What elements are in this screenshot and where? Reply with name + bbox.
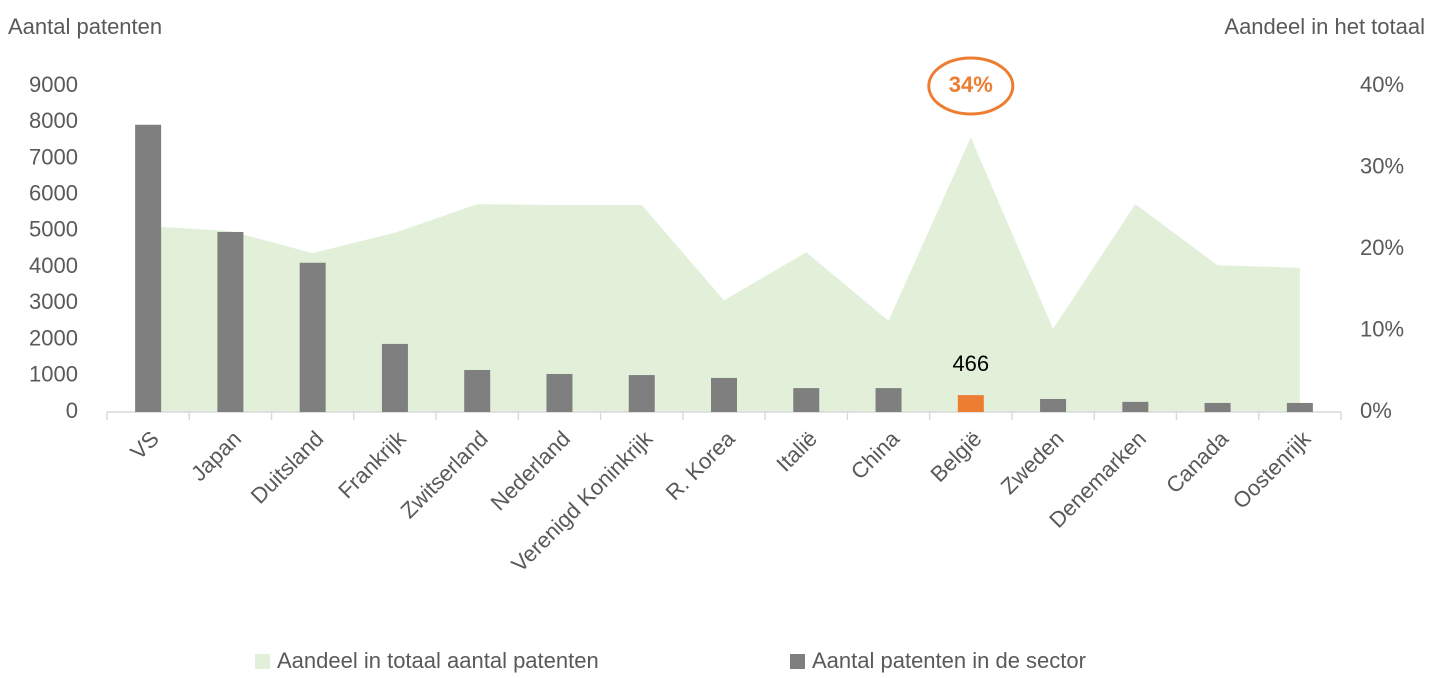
annotation-circle [927,56,1015,116]
x-tick-label: Italië [771,426,822,477]
bar [217,231,244,412]
y-tick-label: 4000 [29,253,78,278]
bar [957,395,984,412]
y2-tick-label: 20% [1360,235,1404,260]
y-tick-label: 9000 [29,72,78,97]
y-tick-label: 5000 [29,217,78,242]
x-tick-label: Oostenrijk [1228,425,1316,513]
area [148,137,1300,412]
x-tick-label: Frankrijk [333,425,411,503]
y-tick-label: 0 [66,398,78,423]
y-tick-label: 7000 [29,144,78,169]
x-tick-label: België [926,426,987,487]
x-tick-label: Canada [1161,425,1234,498]
x-tick-label: Nederland [486,426,575,515]
y-tick-label: 1000 [29,362,78,387]
bar [711,377,737,412]
y-tick-label: 6000 [29,180,78,205]
y2-tick-label: 40% [1360,72,1404,97]
bar [381,343,408,412]
x-tick-label: Duitsland [246,426,329,509]
legend-label: Aandeel in totaal aantal patenten [277,648,599,673]
data-label: 34% [949,72,993,97]
bar [464,369,491,412]
bar [628,375,655,412]
bar [1122,401,1149,412]
y2-tick-label: 0% [1360,398,1392,423]
y2-axis-label: Aandeel in het totaal [1224,14,1425,39]
legend-swatch [790,654,805,669]
x-tick-label: VS [125,426,163,464]
bar [793,388,820,412]
y2-tick-label: 10% [1360,316,1404,341]
bar [875,388,902,412]
bar [299,262,326,412]
x-tick-label: Verenigd Koninkrijk [507,425,659,577]
legend-swatch [255,654,270,669]
y-axis-label: Aantal patenten [8,14,162,39]
data-label: 466 [952,351,989,376]
x-tick-label: China [846,425,905,484]
x-tick-label: Zweden [996,426,1069,499]
bar [1286,402,1313,412]
bar [546,373,573,412]
y-tick-label: 2000 [29,325,78,350]
legend-label: Aantal patenten in de sector [812,648,1086,673]
bar [135,124,162,412]
y2-tick-label: 30% [1360,153,1404,178]
x-tick-label: R. Korea [661,425,741,505]
y-tick-label: 3000 [29,289,78,314]
bar [1204,402,1231,412]
x-tick-label: Japan [186,426,246,486]
y-tick-label: 8000 [29,108,78,133]
bar [1040,398,1067,412]
x-tick-label: Zwitserland [396,426,493,523]
